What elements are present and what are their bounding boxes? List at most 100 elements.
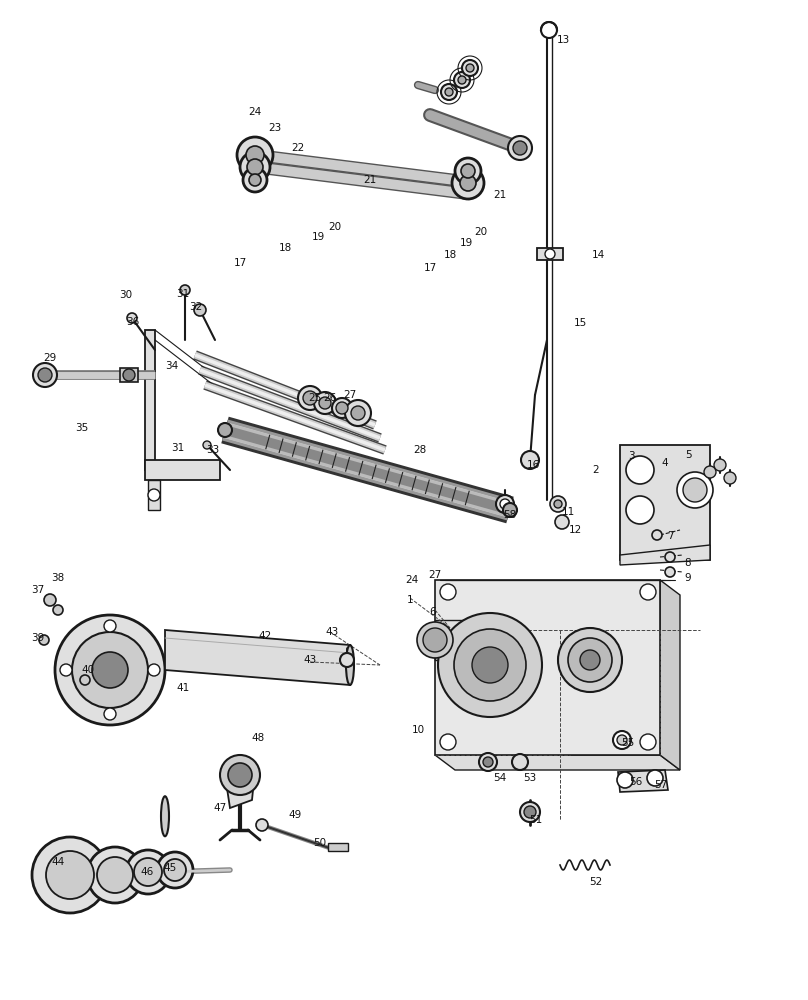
Circle shape bbox=[336, 402, 348, 414]
Circle shape bbox=[613, 731, 631, 749]
Circle shape bbox=[32, 837, 108, 913]
Text: 15: 15 bbox=[574, 318, 587, 328]
Text: 29: 29 bbox=[44, 353, 57, 363]
Circle shape bbox=[72, 632, 148, 708]
Circle shape bbox=[46, 851, 94, 899]
Text: 27: 27 bbox=[428, 570, 442, 580]
Circle shape bbox=[503, 503, 517, 517]
Circle shape bbox=[455, 158, 481, 184]
Text: 18: 18 bbox=[444, 250, 457, 260]
Text: 32: 32 bbox=[189, 302, 203, 312]
Circle shape bbox=[33, 363, 57, 387]
Circle shape bbox=[461, 164, 475, 178]
Text: 24: 24 bbox=[406, 575, 419, 585]
Circle shape bbox=[683, 478, 707, 502]
Text: 23: 23 bbox=[268, 123, 282, 133]
Circle shape bbox=[479, 753, 497, 771]
Text: 45: 45 bbox=[163, 863, 177, 873]
Circle shape bbox=[148, 489, 160, 501]
Text: 52: 52 bbox=[589, 877, 603, 887]
Circle shape bbox=[345, 400, 371, 426]
Circle shape bbox=[228, 763, 252, 787]
Text: 39: 39 bbox=[32, 633, 44, 643]
Text: 12: 12 bbox=[568, 525, 582, 535]
Circle shape bbox=[704, 466, 716, 478]
Circle shape bbox=[303, 391, 317, 405]
Text: 16: 16 bbox=[526, 460, 540, 470]
Bar bbox=[537, 248, 563, 260]
Circle shape bbox=[127, 313, 137, 323]
Polygon shape bbox=[435, 755, 680, 770]
Circle shape bbox=[157, 852, 193, 888]
Text: 1: 1 bbox=[406, 595, 414, 605]
Text: 49: 49 bbox=[288, 810, 301, 820]
Text: 57: 57 bbox=[654, 780, 667, 790]
Circle shape bbox=[558, 628, 622, 692]
Text: 25: 25 bbox=[309, 393, 322, 403]
Circle shape bbox=[677, 472, 713, 508]
Circle shape bbox=[180, 285, 190, 295]
Text: 38: 38 bbox=[52, 573, 65, 583]
Text: 18: 18 bbox=[279, 243, 292, 253]
Circle shape bbox=[665, 567, 675, 577]
Circle shape bbox=[460, 175, 476, 191]
Circle shape bbox=[441, 84, 457, 100]
Text: 14: 14 bbox=[591, 250, 604, 260]
Circle shape bbox=[452, 167, 484, 199]
Text: 17: 17 bbox=[423, 263, 436, 273]
Circle shape bbox=[53, 605, 63, 615]
Text: 48: 48 bbox=[251, 733, 265, 743]
Text: 30: 30 bbox=[120, 290, 133, 300]
Text: 36: 36 bbox=[126, 317, 140, 327]
Ellipse shape bbox=[161, 796, 169, 836]
Circle shape bbox=[440, 584, 456, 600]
Text: 51: 51 bbox=[529, 815, 543, 825]
Circle shape bbox=[438, 613, 542, 717]
Circle shape bbox=[220, 755, 260, 795]
Circle shape bbox=[87, 847, 143, 903]
Circle shape bbox=[541, 22, 557, 38]
Circle shape bbox=[714, 459, 726, 471]
Text: 17: 17 bbox=[234, 258, 246, 268]
Circle shape bbox=[500, 499, 510, 509]
Circle shape bbox=[218, 423, 232, 437]
Circle shape bbox=[246, 146, 264, 164]
Circle shape bbox=[472, 647, 508, 683]
Circle shape bbox=[80, 675, 90, 685]
Circle shape bbox=[298, 386, 322, 410]
Polygon shape bbox=[165, 630, 350, 685]
Circle shape bbox=[580, 650, 600, 670]
Text: 28: 28 bbox=[414, 445, 427, 455]
Circle shape bbox=[60, 664, 72, 676]
Circle shape bbox=[466, 64, 474, 72]
Text: 41: 41 bbox=[176, 683, 190, 693]
Circle shape bbox=[148, 664, 160, 676]
Circle shape bbox=[39, 635, 49, 645]
Text: 19: 19 bbox=[460, 238, 473, 248]
Text: 9: 9 bbox=[684, 573, 692, 583]
Circle shape bbox=[445, 88, 453, 96]
Text: 31: 31 bbox=[171, 443, 184, 453]
Text: 4: 4 bbox=[662, 458, 668, 468]
Text: 46: 46 bbox=[141, 867, 154, 877]
Circle shape bbox=[508, 136, 532, 160]
Text: 58: 58 bbox=[503, 510, 516, 520]
Text: 6: 6 bbox=[430, 607, 436, 617]
Circle shape bbox=[237, 137, 273, 173]
Bar bbox=[328, 843, 348, 851]
Text: 24: 24 bbox=[248, 107, 262, 117]
Text: 2: 2 bbox=[593, 465, 600, 475]
Text: 43: 43 bbox=[303, 655, 317, 665]
Circle shape bbox=[423, 628, 447, 652]
Circle shape bbox=[512, 754, 528, 770]
Circle shape bbox=[520, 802, 540, 822]
Circle shape bbox=[203, 441, 211, 449]
Circle shape bbox=[665, 552, 675, 562]
Circle shape bbox=[462, 60, 478, 76]
Circle shape bbox=[555, 515, 569, 529]
Circle shape bbox=[97, 857, 133, 893]
Circle shape bbox=[513, 141, 527, 155]
Polygon shape bbox=[660, 580, 680, 770]
Text: 31: 31 bbox=[176, 289, 190, 299]
Circle shape bbox=[55, 615, 165, 725]
